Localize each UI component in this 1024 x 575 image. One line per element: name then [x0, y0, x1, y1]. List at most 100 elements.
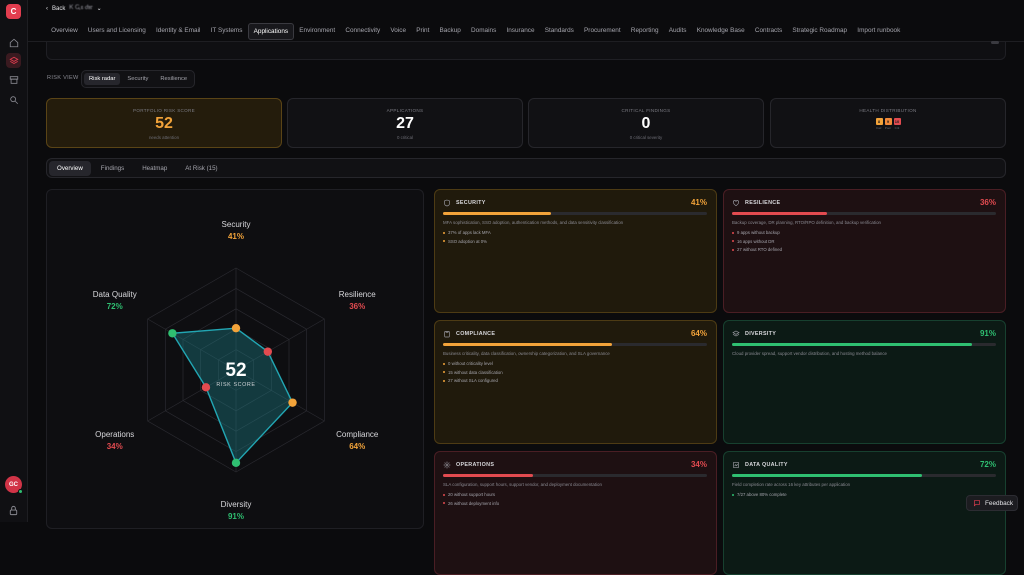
bullet-dot — [443, 231, 445, 234]
radar-axis-label: Compliance — [336, 430, 379, 439]
tab-import-runbook[interactable]: Import runbook — [857, 27, 901, 34]
tab-contracts[interactable]: Contracts — [754, 27, 783, 34]
card-finding: 7/27 above 80% complete — [732, 492, 787, 497]
risk-view-option-risk-radar[interactable]: Risk radar — [84, 73, 121, 85]
card-description: Field completion rate across 16 key attr… — [732, 482, 851, 487]
card-header: DIVERSITY — [732, 330, 776, 338]
tab-overview[interactable]: Overview — [51, 27, 78, 34]
card-compliance[interactable]: COMPLIANCE 64% Business criticality, data … — [434, 320, 717, 444]
radar-axis-value: 34% — [106, 442, 123, 451]
chevron-left-icon[interactable]: ‹ — [46, 5, 48, 12]
home-icon[interactable] — [6, 35, 21, 50]
card-diversity[interactable]: DIVERSITY 91% Cloud provider spread, suppo… — [723, 320, 1006, 444]
card-header: RESILIENCE — [732, 199, 780, 207]
card-progress-fill — [732, 212, 828, 215]
avatar[interactable]: GC — [5, 476, 23, 494]
card-title: SECURITY — [456, 200, 486, 206]
finding-text: 20 without support hours — [448, 492, 496, 497]
tab-insurance[interactable]: Insurance — [506, 27, 535, 34]
tab-voice[interactable]: Voice — [390, 27, 407, 34]
archive-icon[interactable] — [6, 72, 21, 87]
card-finding: 26 without deployment info — [443, 501, 499, 506]
card-finding: 9 apps without backup — [732, 230, 782, 235]
card-progress-fill — [732, 474, 923, 477]
back-link[interactable]: Back — [52, 5, 66, 12]
tab-knowledge-base[interactable]: Knowledge Base — [696, 27, 745, 34]
card-percent: 72% — [979, 460, 996, 469]
tab-environment[interactable]: Environment — [299, 27, 336, 34]
card-finding: 37% of apps lack MFA — [443, 230, 491, 235]
risk-view-option-security[interactable]: Security — [127, 76, 149, 82]
scrollbar-thumb[interactable] — [991, 41, 999, 44]
tab-backup[interactable]: Backup — [439, 27, 461, 34]
tab-audits[interactable]: Audits — [668, 27, 687, 34]
search-icon[interactable] — [6, 92, 21, 107]
bullet-dot — [443, 493, 445, 496]
subtab-overview[interactable]: Overview — [49, 160, 91, 176]
card-header: COMPLIANCE — [443, 330, 495, 338]
card-title: COMPLIANCE — [456, 331, 496, 337]
card-title: DIVERSITY — [745, 331, 777, 337]
card-description: Backup coverage, DR planning, RTO/RPO de… — [732, 220, 881, 225]
subtab-heatmap[interactable]: Heatmap — [142, 164, 168, 172]
radar-score-label: RISK SCORE — [216, 382, 256, 388]
breadcrumb-title[interactable]: Ꮶ Ꮹꮛ Ꮷꮀꮁ — [69, 5, 93, 11]
feedback-button[interactable]: Feedback — [966, 495, 1018, 511]
radar-spoke — [235, 369, 325, 422]
card-finding: 27 without RTO defined — [732, 247, 782, 252]
card-operations[interactable]: OPERATIONS 34% SLA configuration, support … — [434, 451, 717, 575]
subtab-findings[interactable]: Findings — [100, 164, 125, 172]
radar-score: 52 — [225, 360, 247, 381]
chevron-down-icon[interactable]: ⌄ — [96, 6, 102, 12]
radar-point-data-quality — [168, 329, 177, 338]
tab-it-systems[interactable]: IT Systems — [210, 27, 243, 34]
tab-applications[interactable]: Applications — [247, 23, 295, 40]
tab-identity-email[interactable]: Identity & Email — [156, 27, 201, 34]
kpi-label: CRITICAL FINDINGS — [621, 108, 671, 113]
tab-procurement[interactable]: Procurement — [584, 27, 621, 34]
risk-view-option-resilience[interactable]: Resilience — [160, 76, 188, 82]
tab-users-and-licensing[interactable]: Users and Licensing — [87, 27, 146, 34]
tab-domains[interactable]: Domains — [471, 27, 497, 34]
top-bar: ‹ Back Ꮶ Ꮹꮛ Ꮷꮀꮁ ⌄ Overview Users and Lice… — [28, 0, 1024, 42]
kpi-sub: needs attention — [148, 135, 180, 140]
lock-icon[interactable] — [8, 503, 19, 516]
tab-standards[interactable]: Standards — [544, 27, 574, 34]
card-resilience[interactable]: RESILIENCE 36% Backup coverage, DR plannin… — [723, 189, 1006, 313]
radar-axis-label: Security — [221, 220, 251, 229]
tab-strategic-roadmap[interactable]: Strategic Roadmap — [792, 27, 848, 34]
collapsed-panel — [46, 41, 1006, 60]
kpi-sub: 0 critical severity — [629, 135, 663, 140]
tab-print[interactable]: Print — [416, 27, 430, 34]
app-logo[interactable]: C — [6, 4, 21, 19]
card-progress-fill — [443, 212, 552, 215]
card-security[interactable]: SECURITY 41% MFA sophistication, SSO adopt… — [434, 189, 717, 313]
radar-axis-label: Diversity — [220, 500, 252, 509]
card-progress-bar — [443, 343, 707, 346]
kpi-label: PORTFOLIO RISK SCORE — [132, 108, 196, 113]
card-findings-list: 9 apps without backup 16 apps without DR 2… — [732, 230, 782, 256]
card-percent: 64% — [690, 329, 707, 338]
radar-axis-value: 64% — [349, 442, 366, 451]
bullet-dot — [443, 379, 445, 382]
operations-icon — [443, 461, 451, 469]
card-findings-list: 37% of apps lack MFA SSO adoption at 0% — [443, 230, 491, 247]
card-title: OPERATIONS — [456, 462, 495, 468]
card-finding: 16 apps without DR — [732, 239, 782, 244]
card-title: DATA QUALITY — [745, 462, 788, 468]
subtab-at-risk-15-[interactable]: At Risk (15) — [185, 164, 218, 172]
radar-axis-label: Operations — [95, 430, 135, 439]
tab-connectivity[interactable]: Connectivity — [345, 27, 381, 34]
kpi-value: 52 — [155, 115, 173, 132]
risk-view-toggle: Risk radar Security Resilience — [81, 70, 196, 88]
layers-icon[interactable] — [6, 53, 21, 68]
card-data-quality[interactable]: DATA QUALITY 72% Field completion rate acr… — [723, 451, 1006, 575]
health-legend-item: Crit — [894, 126, 900, 130]
feedback-label: Feedback — [985, 499, 1014, 507]
card-header: SECURITY — [443, 199, 486, 207]
card-percent: 34% — [690, 460, 707, 469]
finding-text: SSO adoption at 0% — [448, 238, 487, 244]
bullet-dot — [443, 371, 445, 373]
tab-reporting[interactable]: Reporting — [630, 27, 659, 34]
finding-text: 7/27 above 80% complete — [737, 492, 787, 497]
